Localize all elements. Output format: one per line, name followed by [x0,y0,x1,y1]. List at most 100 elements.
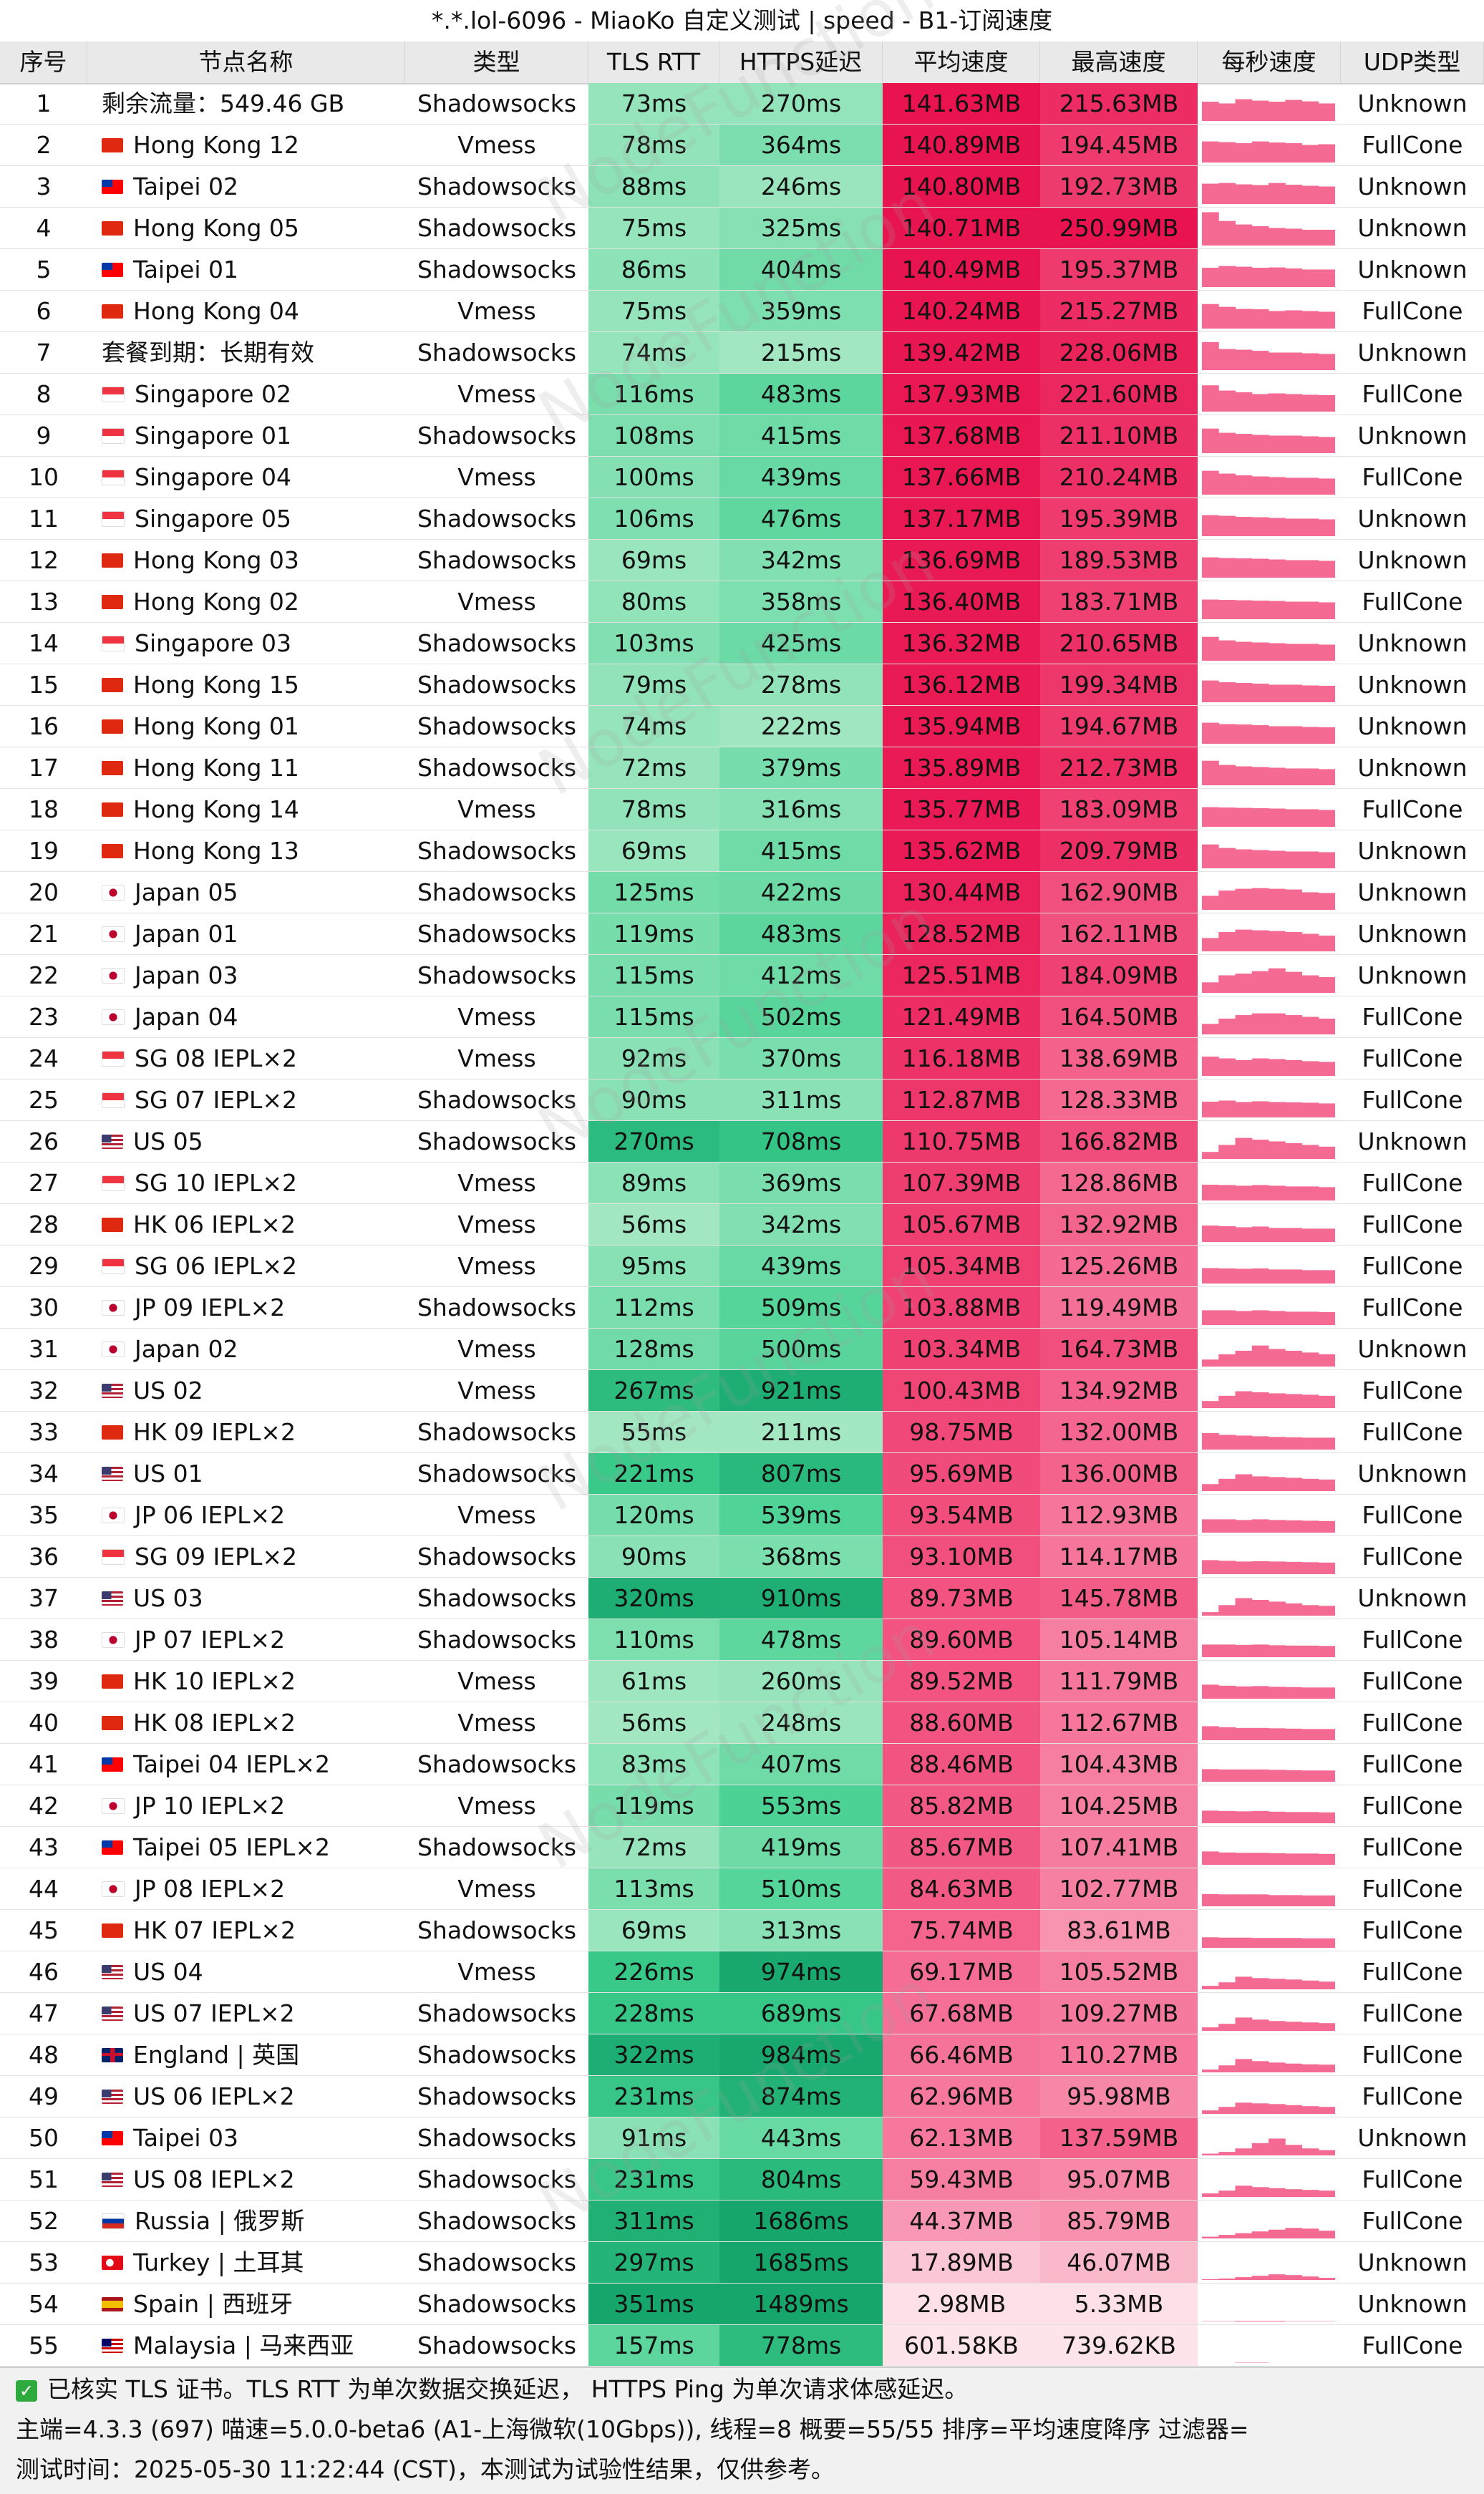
node-type: Vmess [405,1370,588,1411]
https-latency-cell: 708ms [719,1121,883,1162]
header-index[interactable]: 序号 [0,42,87,83]
sparkline-bar [1236,850,1253,868]
tls-rtt-cell: 128ms [588,1329,719,1369]
speed-sparkline [1202,1913,1335,1948]
node-type: Shadowsocks [405,1121,588,1162]
header-node-name[interactable]: 节点名称 [87,42,405,83]
max-speed-cell: 119.49MB [1040,1287,1198,1328]
sparkline-bar [1236,1811,1253,1823]
sparkline-bar [1302,1145,1319,1159]
sparkline-bar [1302,1228,1319,1242]
sparkline-bar [1269,1728,1286,1740]
node-type: Vmess [405,1951,588,1992]
sg-flag-icon [102,428,125,444]
jp-flag-icon [102,1300,125,1316]
header-https-latency[interactable]: HTTPS延迟 [719,42,883,83]
max-speed-cell: 162.11MB [1040,913,1198,954]
node-name-cell: Japan 05 [87,872,405,913]
https-latency-cell: 425ms [719,623,883,664]
tls-rtt-cell: 103ms [588,623,719,664]
header-max-speed[interactable]: 最高速度 [1040,42,1198,83]
header-tls-rtt[interactable]: TLS RTT [588,42,719,83]
max-speed-cell: 189.53MB [1040,540,1198,581]
node-name-cell: US 02 [87,1370,405,1411]
tls-rtt-cell: 231ms [588,2076,719,2117]
sparkline-bar [1319,769,1335,785]
tls-rtt-cell: 100ms [588,457,719,498]
header-per-second-speed[interactable]: 每秒速度 [1198,42,1341,83]
header-average-speed[interactable]: 平均速度 [883,42,1040,83]
node-name: Taipei 05 IEPL×2 [133,1827,330,1868]
node-type: Shadowsocks [405,166,588,207]
header-type[interactable]: 类型 [405,42,588,83]
node-name-cell: US 04 [87,1951,405,1992]
us-flag-icon [102,2090,123,2104]
average-speed-cell: 136.69MB [883,540,1040,581]
header-udp-type[interactable]: UDP类型 [1341,42,1484,83]
node-name-cell: Japan 04 [87,996,405,1037]
speed-sparkline [1202,1871,1335,1906]
row-index: 38 [0,1619,87,1660]
node-name-cell: Turkey | 土耳其 [87,2242,405,2283]
max-speed-cell: 145.78MB [1040,1578,1198,1619]
udp-type: Unknown [1341,955,1484,996]
max-speed-cell: 209.79MB [1040,830,1198,871]
sparkline-bar [1319,1103,1335,1117]
